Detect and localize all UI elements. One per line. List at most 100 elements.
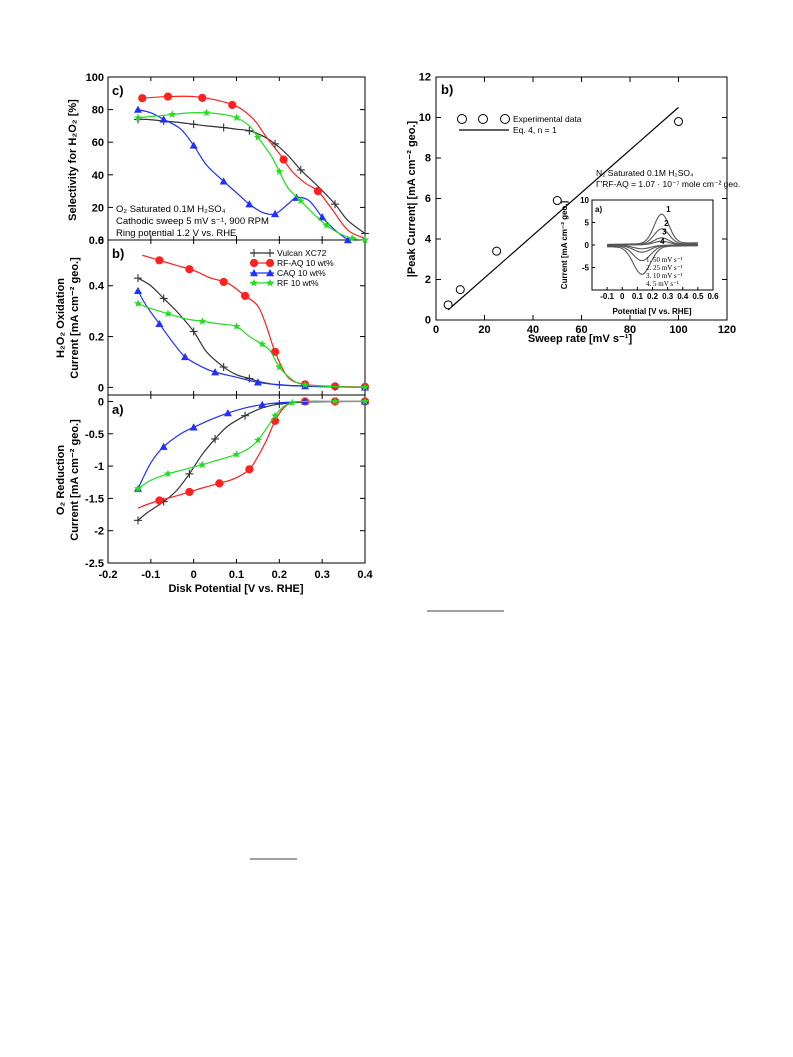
x-tick-label: 0.4 — [357, 569, 373, 581]
data-point — [296, 196, 305, 205]
legend-entry-fit: Eq. 4, n = 1 — [513, 125, 557, 135]
x-tick-label: 120 — [718, 324, 736, 336]
svg-text:Current [mA cm⁻² geo.]: Current [mA cm⁻² geo.] — [560, 200, 569, 289]
data-point — [215, 479, 224, 488]
data-point — [275, 400, 284, 409]
data-point — [159, 442, 168, 450]
y-tick-label: -1.5 — [85, 493, 104, 505]
data-point — [275, 362, 284, 371]
legend-marker — [250, 278, 258, 287]
data-point — [443, 300, 453, 310]
svg-text:Selectivity for H₂O₂ [%]: Selectivity for H₂O₂ [%] — [67, 99, 79, 221]
panel-a-label: a) — [112, 402, 124, 417]
legend-entry-vulcan: Vulcan XC72 — [277, 248, 327, 258]
data-point — [232, 450, 241, 458]
legend-marker — [249, 258, 259, 268]
data-point — [185, 487, 194, 497]
y-tick-label: 0.2 — [89, 332, 104, 344]
fit-line — [447, 106, 679, 311]
series-line — [137, 400, 365, 489]
data-point — [202, 108, 211, 117]
x-tick-label: -0.2 — [99, 569, 118, 581]
series-line — [137, 400, 365, 509]
data-point — [275, 167, 284, 175]
data-point — [133, 113, 142, 122]
x-tick-label: -0.1 — [141, 569, 160, 581]
inset-legend-2: 2. 25 mV s⁻¹ — [646, 264, 682, 272]
data-point — [674, 117, 683, 127]
cv-curve-number: 4 — [660, 237, 665, 246]
data-point — [271, 209, 280, 218]
data-point — [133, 484, 142, 493]
data-point — [133, 516, 142, 525]
x-tick-label: 40 — [527, 324, 539, 336]
x-tick-label: 0 — [191, 569, 197, 581]
data-point — [331, 397, 340, 405]
y-tick-label: -2.5 — [85, 558, 104, 570]
y-tick-label: 0 — [98, 235, 104, 247]
data-point — [219, 363, 228, 372]
data-point — [492, 246, 502, 256]
x-tick-label: 80 — [624, 324, 636, 336]
inset-x-tick-label: 0.1 — [632, 292, 644, 301]
x-tick-label: 0.1 — [229, 569, 244, 581]
y-tick-label: 0 — [98, 396, 104, 408]
right-xlabel: Sweep rate [mV s⁻¹] — [528, 333, 633, 345]
right-annotation-2: Γ′RF-AQ = 1.07 · 10⁻⁷ mole cm⁻² geo. — [596, 179, 740, 189]
y-tick-label: 2 — [425, 274, 431, 286]
data-point — [138, 94, 147, 103]
data-point — [271, 411, 280, 420]
inset-legend-3: 3. 10 mV s⁻¹ — [646, 272, 682, 280]
panel-b-ylabel: H₂O₂ Oxidation Current [mA cm⁻² geo.] — [55, 257, 81, 379]
legend-open-circle — [478, 114, 488, 124]
left-axes: 0 20 40 60 80 100 0 0.2 0.4 0 -0.5 -1 -1.5 -2 -2.5-0.2… — [85, 72, 373, 581]
data-point — [253, 133, 262, 141]
data-point — [258, 339, 267, 348]
data-point — [189, 423, 198, 431]
legend-marker — [250, 269, 258, 277]
inset-x-tick-label: 0.4 — [677, 292, 689, 301]
cv-curve-number: 3 — [662, 228, 667, 237]
x-tick-label: 60 — [575, 324, 587, 336]
y-tick-label: -0.5 — [85, 429, 104, 441]
data-point — [211, 368, 220, 376]
inset-legend-1: 1. 50 mV s⁻¹ — [646, 256, 682, 264]
data-point — [245, 126, 254, 135]
data-point — [301, 380, 310, 389]
legend-marker — [250, 249, 258, 257]
y-tick-label: 60 — [92, 137, 104, 149]
svg-text:H₂O₂ Oxidation: H₂O₂ Oxidation — [55, 278, 67, 358]
inset-x-tick-label: 0.2 — [647, 292, 659, 301]
series-line — [137, 400, 365, 490]
data-point — [361, 397, 369, 405]
y-tick-label: 6 — [425, 193, 431, 205]
y-tick-label: 8 — [425, 153, 431, 165]
y-tick-label: 80 — [92, 105, 104, 117]
data-point — [159, 294, 168, 303]
data-point — [189, 120, 198, 129]
data-point — [322, 221, 331, 229]
data-point — [223, 409, 232, 417]
data-point — [133, 105, 142, 113]
data-point — [240, 291, 250, 301]
data-point — [552, 196, 562, 206]
data-point — [168, 110, 177, 118]
y-tick-label: 10 — [419, 112, 431, 124]
data-point — [331, 200, 340, 209]
series-line — [142, 95, 366, 239]
y-tick-label: -2 — [94, 526, 104, 538]
annotation-line-2: Cathodic sweep 5 mV s⁻¹, 900 RPM — [116, 216, 269, 227]
inset-y-tick-label: -5 — [582, 264, 590, 273]
left-chart: 0 20 40 60 80 100 0 0.2 0.4 0 -0.5 -1 -1.5 -2 -2.5-0.2… — [55, 72, 374, 595]
x-tick-label: 100 — [669, 324, 687, 336]
left-legend: Vulcan XC72 RF-AQ 10 wt% CAQ 10 wt% RF 1… — [249, 248, 334, 288]
inset-ylabel: Current [mA cm⁻² geo.] — [560, 200, 569, 289]
legend-marker — [265, 258, 275, 268]
inset-legend-4: 4. 5 mV s⁻¹ — [646, 280, 679, 288]
legend-markers — [249, 249, 275, 287]
left-series-layer — [133, 92, 370, 525]
data-point — [189, 327, 198, 336]
annotation-line-3: Ring potential 1.2 V vs. RHE — [116, 228, 236, 239]
